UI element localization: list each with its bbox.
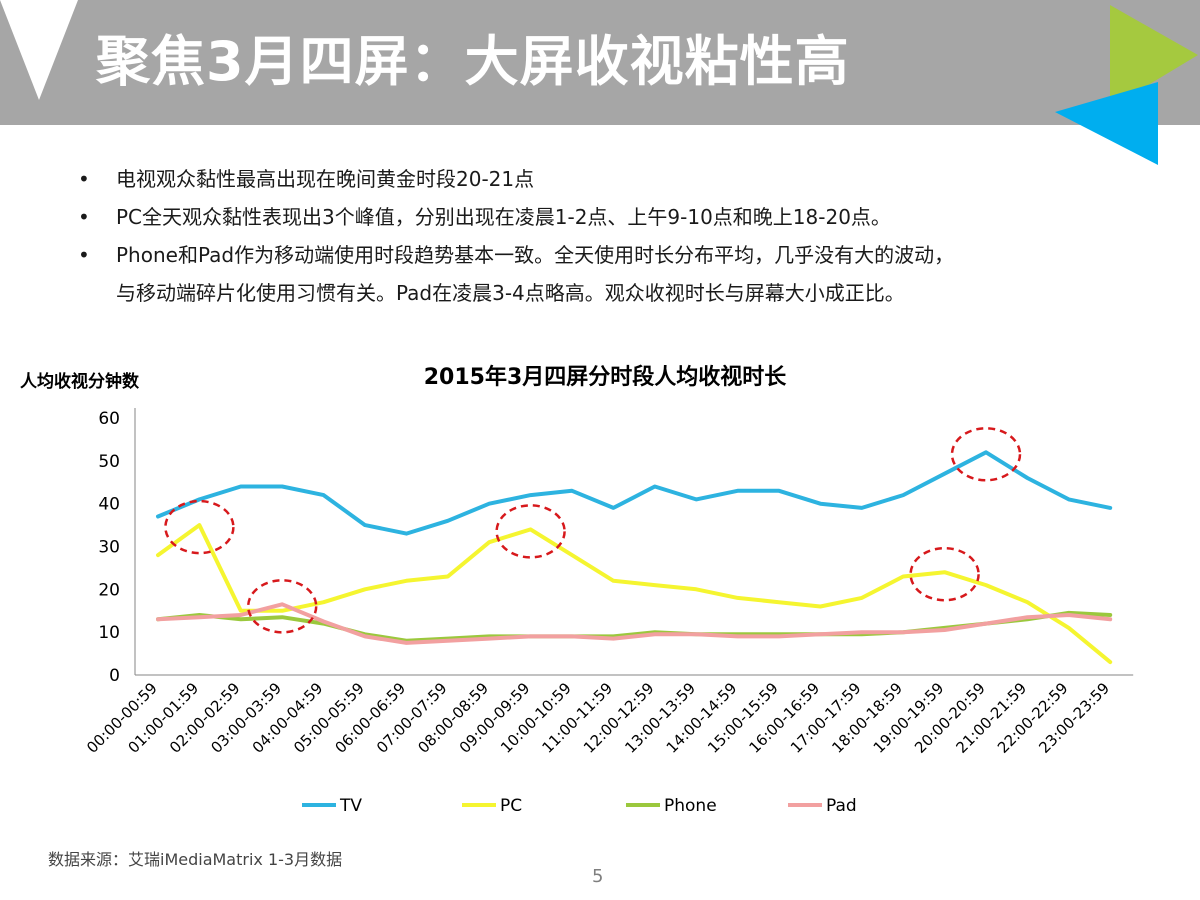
x-axis: 00:00-00:5901:00-01:5902:00-02:5903:00-0… bbox=[83, 674, 1134, 757]
blue-triangle-icon bbox=[1055, 82, 1158, 165]
y-axis-label: 人均收视分钟数 bbox=[20, 371, 140, 392]
bullet-list: 电视观众黏性最高出现在晚间黄金时段20-21点 PC全天观众黏性表现出3个峰值，… bbox=[78, 160, 1158, 312]
highlight-ellipse bbox=[246, 579, 318, 634]
legend: TV PC Phone Pad bbox=[302, 796, 857, 816]
bullet-item-continuation: 与移动端碎片化使用习惯有关。Pad在凌晨3-4点略高。观众收视时长与屏幕大小成正… bbox=[116, 281, 905, 305]
x-tick-label: 00:00-00:59 bbox=[83, 679, 161, 757]
green-triangle-icon bbox=[1110, 5, 1198, 108]
y-tick-label: 10 bbox=[98, 623, 120, 643]
series-lines bbox=[156, 450, 1113, 665]
highlight-ellipse bbox=[495, 504, 566, 559]
y-tick-label: 30 bbox=[98, 538, 120, 558]
header-decoration bbox=[0, 0, 1198, 165]
y-tick-label: 60 bbox=[98, 409, 120, 429]
bullet-item: Phone和Pad作为移动端使用时段趋势基本一致。全天使用时长分布平均，几乎没有… bbox=[78, 236, 1158, 274]
header-bar bbox=[0, 0, 1200, 125]
y-tick-label: 40 bbox=[98, 495, 120, 515]
series-line-pc bbox=[156, 523, 1113, 665]
slide-title: 聚焦3月四屏：大屏收视粘性高 bbox=[96, 30, 850, 93]
legend-label: Pad bbox=[826, 796, 857, 816]
chart-title: 2015年3月四屏分时段人均收视时长 bbox=[424, 364, 788, 390]
legend-label: Phone bbox=[664, 796, 717, 816]
white-triangle-icon bbox=[0, 0, 78, 100]
y-tick-label: 20 bbox=[98, 580, 120, 600]
legend-label: TV bbox=[339, 796, 362, 816]
highlight-ellipse bbox=[950, 427, 1022, 482]
y-axis: 0 10 20 30 40 50 60 bbox=[98, 408, 136, 686]
line-chart: 2015年3月四屏分时段人均收视时长 人均收视分钟数 0 10 20 30 40 50 60… bbox=[20, 364, 1134, 816]
legend-label: PC bbox=[500, 796, 522, 816]
highlight-ellipse bbox=[909, 546, 980, 602]
series-line-pad bbox=[156, 602, 1113, 645]
bullet-item: 电视观众黏性最高出现在晚间黄金时段20-21点 bbox=[78, 160, 1158, 198]
y-tick-label: 50 bbox=[98, 452, 120, 472]
series-line-tv bbox=[156, 450, 1113, 536]
source-note: 数据来源：艾瑞iMediaMatrix 1-3月数据 bbox=[48, 850, 343, 869]
page-number: 5 bbox=[592, 866, 604, 887]
highlight-markers bbox=[164, 427, 1022, 634]
y-tick-label: 0 bbox=[109, 666, 120, 686]
bullet-item: PC全天观众黏性表现出3个峰值，分别出现在凌晨1-2点、上午9-10点和晚上18… bbox=[78, 198, 1158, 236]
